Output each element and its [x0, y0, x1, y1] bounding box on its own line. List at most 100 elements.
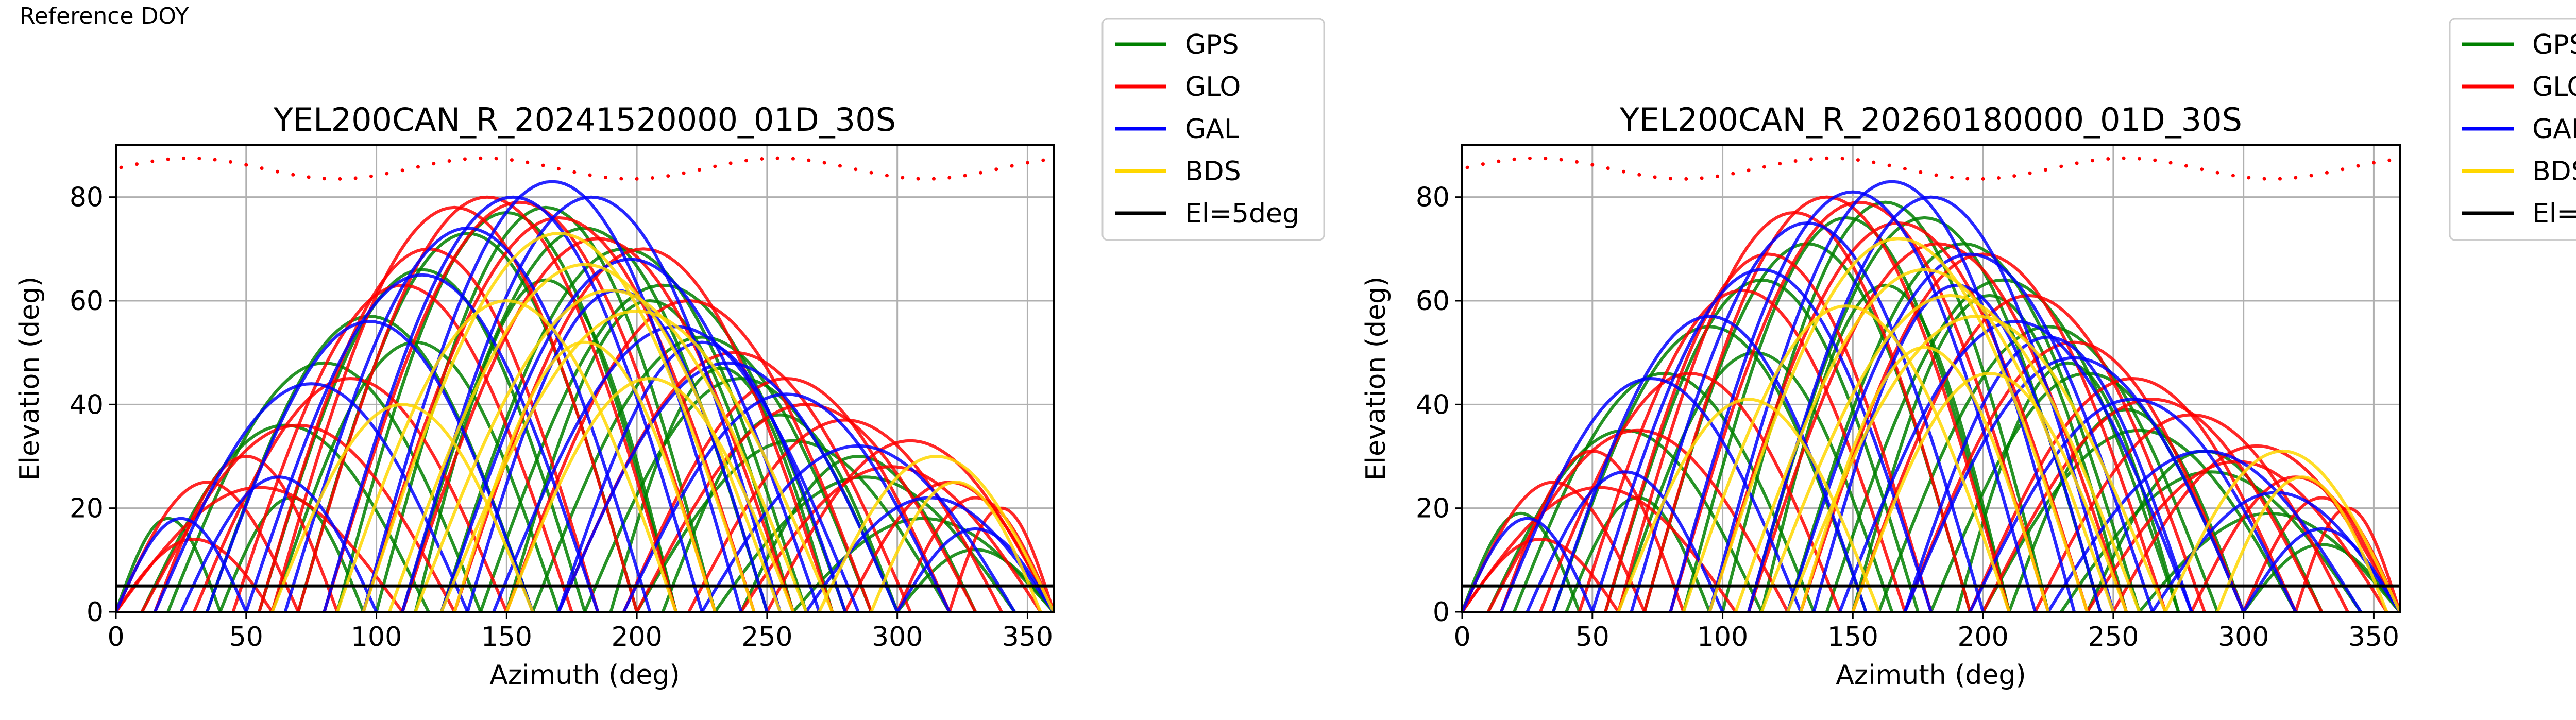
- satellite-track-gps: [166, 361, 482, 612]
- satellite-track-gal: [2242, 527, 2400, 612]
- satellite-track-glo: [1851, 294, 2206, 612]
- x-tick-label: 300: [2218, 622, 2269, 653]
- satellite-track-glo: [1799, 252, 2167, 612]
- glo-point: [682, 171, 686, 175]
- x-tick-label: 0: [1453, 622, 1470, 653]
- glo-point: [322, 177, 326, 181]
- glo-point: [2262, 177, 2266, 181]
- satellite-track-gps: [1877, 325, 2219, 612]
- glo-point: [1497, 159, 1501, 163]
- satellite-track-gal: [557, 340, 847, 612]
- x-tick-label: 0: [107, 622, 124, 653]
- satellite-track-gal: [1786, 252, 2154, 612]
- x-tick-label: 50: [229, 622, 263, 653]
- glo-point: [291, 173, 295, 177]
- glo-point: [775, 156, 779, 160]
- legend: GPS GLO GAL BDS El=5deg: [2449, 18, 2576, 241]
- chart-title: YEL200CAN_R_20241520000_01D_30S: [273, 101, 896, 139]
- satellite-track-bds: [1760, 294, 2141, 612]
- glo-point: [869, 170, 873, 175]
- satellite-track-gal: [1500, 376, 1802, 612]
- axes-frame: [1461, 144, 2401, 613]
- glo-point: [2153, 158, 2157, 162]
- glo-point: [838, 164, 842, 168]
- glo-point: [931, 177, 936, 181]
- satellite-track-bds: [362, 232, 756, 612]
- glo-point: [1965, 177, 1970, 181]
- glo-point: [197, 157, 201, 161]
- satellite-track-glo: [947, 506, 1054, 612]
- series-gal: [116, 180, 1054, 612]
- glo-point: [181, 156, 185, 160]
- legend-label: GPS: [1185, 29, 1239, 60]
- glo-point: [1544, 157, 1548, 161]
- satellite-track-glo: [153, 454, 339, 612]
- legend-label: GLO: [2532, 72, 2576, 102]
- glo-point: [1637, 173, 1641, 177]
- satellite-track-bds: [505, 376, 795, 612]
- glo-point: [619, 177, 623, 181]
- glo-point: [526, 160, 530, 164]
- satellite-track-gps: [661, 413, 899, 612]
- y-axis-label: Elevation (deg): [1361, 277, 1392, 481]
- glo-point: [2168, 161, 2173, 165]
- satellite-track-bds: [414, 288, 808, 612]
- satellite-track-gps: [1617, 351, 1894, 612]
- glo-point: [978, 170, 982, 175]
- glo-point: [1621, 169, 1625, 174]
- y-tick-label: 40: [1416, 389, 1450, 420]
- glo-point: [1010, 164, 1014, 168]
- glo-point: [2012, 174, 2016, 178]
- glo-point: [479, 156, 483, 160]
- satellite-track-gal: [1590, 268, 1933, 612]
- glo-point: [119, 165, 123, 169]
- glo-point: [1778, 162, 1782, 166]
- glo-point: [385, 172, 389, 176]
- satellite-track-gal: [154, 382, 469, 612]
- glo-point: [2028, 171, 2032, 175]
- satellite-track-bds: [335, 299, 677, 612]
- satellite-track-glo: [635, 403, 977, 612]
- x-tick-label: 150: [1827, 622, 1878, 653]
- chart-title: YEL200CAN_R_20260180000_01D_30S: [1619, 101, 2242, 139]
- chart-panel-2: 0 50 100 150 200 250 300 350 0 20 40 60 80 YEL200CAN_…: [1361, 18, 2576, 691]
- glo-point: [2341, 167, 2345, 172]
- satellite-track-gal: [244, 273, 600, 612]
- glo-point: [2137, 157, 2141, 161]
- glo-point: [1590, 163, 1595, 167]
- satellite-track-gps: [1825, 278, 2180, 612]
- satellite-track-glo: [687, 418, 1003, 612]
- x-tick-label: 100: [351, 622, 402, 653]
- glo-point: [1559, 158, 1563, 162]
- satellite-track-glo: [1969, 376, 2297, 612]
- satellite-track-glo: [739, 465, 1042, 612]
- satellite-track-gps: [609, 366, 834, 612]
- page-note: Reference DOY: [20, 3, 189, 29]
- satellite-track-gal: [401, 195, 782, 612]
- satellite-track-glo: [297, 195, 677, 612]
- x-tick-label: 350: [1002, 622, 1053, 653]
- x-tick-label: 100: [1697, 622, 1748, 653]
- x-tick-label: 150: [481, 622, 532, 653]
- satellite-track-bds: [1786, 315, 2167, 612]
- glo-point: [166, 157, 170, 161]
- satellite-track-glo: [1462, 538, 1620, 612]
- satellite-track-glo: [453, 247, 834, 612]
- satellite-track-glo: [2086, 460, 2388, 612]
- glo-point: [2371, 161, 2376, 165]
- satellite-track-bds: [1708, 237, 2089, 612]
- series-bds: [270, 232, 1054, 612]
- glo-point: [353, 176, 358, 180]
- glo-point: [134, 162, 139, 166]
- glo-point: [603, 175, 607, 179]
- glo-point: [244, 163, 248, 167]
- glo-point: [650, 176, 654, 180]
- glo-zenith-dots: [1465, 156, 2392, 181]
- glo-point: [2387, 158, 2392, 162]
- satellite-track-gal: [1903, 335, 2193, 612]
- glo-point: [1809, 157, 1813, 161]
- y-tick-label: 20: [1416, 493, 1450, 524]
- glo-point: [1731, 172, 1735, 176]
- glo-point: [494, 157, 498, 161]
